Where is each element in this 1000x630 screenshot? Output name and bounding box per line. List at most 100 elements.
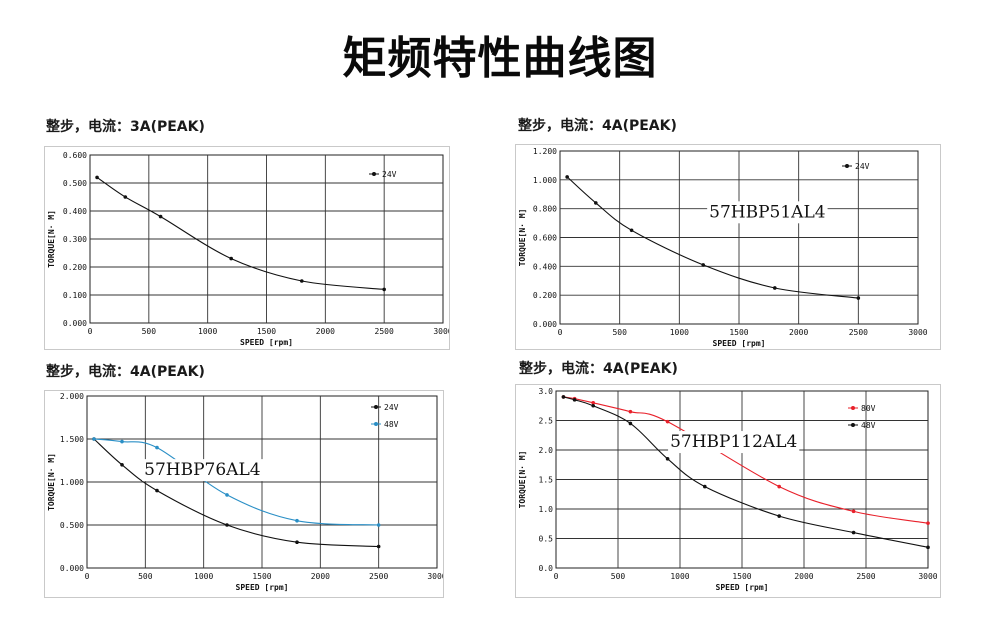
data-point (92, 437, 96, 441)
x-axis-title: SPEED [rpm] (713, 339, 766, 348)
data-point (591, 403, 595, 408)
model-label-bg (707, 201, 828, 224)
data-point (300, 279, 304, 283)
x-tick-label: 500 (138, 572, 153, 581)
page-title: 矩频特性曲线图 (342, 33, 658, 84)
model-label-bg (668, 431, 800, 454)
y-tick-label: 0.300 (63, 235, 87, 244)
data-point (295, 540, 299, 544)
x-tick-label: 2500 (849, 328, 868, 337)
y-tick-label: 3.0 (539, 387, 554, 396)
y-axis-title: TORQUE[N· M] (47, 453, 56, 511)
y-tick-label: 0.600 (63, 151, 87, 160)
legend-marker (374, 422, 378, 426)
legend-label: 24V (384, 403, 399, 412)
y-tick-label: 0.200 (533, 291, 557, 300)
model-label-bg (142, 459, 263, 482)
x-tick-label: 2000 (316, 327, 335, 336)
data-point (703, 484, 707, 489)
data-point (155, 488, 159, 493)
legend-label: 24V (855, 162, 870, 171)
y-axis-title: TORQUE[N· M] (47, 210, 56, 268)
chart-4-panel: 0 500 1000 1500 2000 2500 3000 0.0 0.5 1.0 1.5 2.0 2… (515, 384, 941, 598)
y-tick-label: 1.0 (539, 505, 554, 514)
y-tick-label: 0.400 (533, 262, 557, 271)
y-tick-label: 1.000 (60, 478, 84, 487)
series-line-80V (563, 396, 929, 524)
data-point (565, 175, 569, 179)
y-axis-title: TORQUE[N· M] (518, 451, 527, 509)
x-tick-label: 1500 (252, 572, 271, 581)
y-tick-label: 0.000 (63, 319, 87, 328)
x-axis-title: SPEED [rpm] (236, 583, 289, 592)
y-axis-title: TORQUE[N· M] (518, 209, 527, 267)
data-point (225, 493, 229, 497)
data-point (591, 401, 595, 405)
data-point (628, 409, 633, 414)
chart-3-svg: 0 500 1000 1500 2000 2500 3000 0.000 0.500 1.000 1… (47, 392, 443, 592)
data-point (851, 509, 856, 514)
y-tick-label: 0.400 (63, 207, 87, 216)
model-label: 57HBP112AL4 (670, 432, 797, 452)
chart-2-header: 整步，电流：4A(PEAK) (518, 118, 677, 134)
data-point (572, 398, 577, 402)
legend-label: 48V (861, 421, 876, 430)
data-point (382, 287, 386, 292)
legend-marker (372, 172, 376, 176)
y-tick-label: 1.500 (60, 435, 84, 444)
chart-4-svg: 0 500 1000 1500 2000 2500 3000 0.0 0.5 1.0 1.5 2.0 2… (518, 387, 938, 592)
x-tick-label: 0 (558, 328, 563, 337)
y-tick-label: 0.0 (539, 564, 554, 573)
x-tick-label: 1000 (670, 572, 689, 581)
data-point (123, 195, 128, 199)
legend-label: 80V (861, 404, 876, 413)
x-axis-title: SPEED [rpm] (240, 338, 293, 347)
legend-marker (851, 406, 855, 410)
x-tick-label: 3000 (433, 327, 449, 336)
x-tick-label: 500 (611, 572, 626, 581)
y-tick-label: 0.600 (533, 234, 557, 243)
x-tick-label: 1000 (198, 327, 217, 336)
x-tick-label: 1000 (670, 328, 689, 337)
data-point (155, 445, 159, 450)
x-tick-label: 0 (554, 572, 559, 581)
data-point (926, 521, 930, 525)
data-point (120, 463, 124, 467)
chart-2-panel: 0 500 1000 1500 2000 2500 3000 0.000 0.200 0.400 0… (515, 144, 941, 350)
data-point (594, 201, 598, 205)
y-tick-label: 0.000 (533, 320, 557, 329)
legend-marker (845, 164, 849, 168)
x-axis-title: SPEED [rpm] (716, 583, 769, 592)
x-tick-label: 2000 (789, 328, 808, 337)
data-point (561, 395, 566, 399)
model-label: 57HBP76AL4 (144, 460, 260, 480)
data-point (777, 484, 781, 489)
y-tick-label: 0.200 (63, 263, 87, 272)
x-tick-label: 2000 (311, 572, 330, 581)
data-point (701, 263, 705, 267)
chart-3-panel: 0 500 1000 1500 2000 2500 3000 0.000 0.500 1.000 1… (44, 390, 444, 598)
x-tick-label: 2500 (369, 572, 388, 581)
data-point (629, 228, 634, 233)
x-tick-label: 1500 (729, 328, 748, 337)
x-tick-label: 0 (88, 327, 93, 336)
data-point (95, 175, 99, 180)
data-point (376, 544, 381, 549)
legend-marker (851, 423, 855, 427)
chart-4-header: 整步，电流：4A(PEAK) (519, 361, 678, 377)
legend-label: 48V (384, 420, 399, 429)
chart-3-header: 整步，电流：4A(PEAK) (46, 364, 205, 380)
data-point (225, 523, 229, 527)
y-tick-label: 0.800 (533, 205, 557, 214)
data-point (295, 518, 299, 523)
data-point (628, 421, 633, 426)
y-tick-label: 0.500 (60, 521, 84, 530)
series-line-48V (563, 396, 929, 548)
legend-label: 24V (382, 170, 397, 179)
data-point (229, 256, 233, 261)
x-tick-label: 2500 (375, 327, 394, 336)
y-tick-label: 1.000 (533, 176, 557, 185)
x-tick-label: 2500 (856, 572, 875, 581)
model-label: 57HBP51AL4 (709, 202, 825, 222)
y-tick-label: 0.100 (63, 291, 87, 300)
